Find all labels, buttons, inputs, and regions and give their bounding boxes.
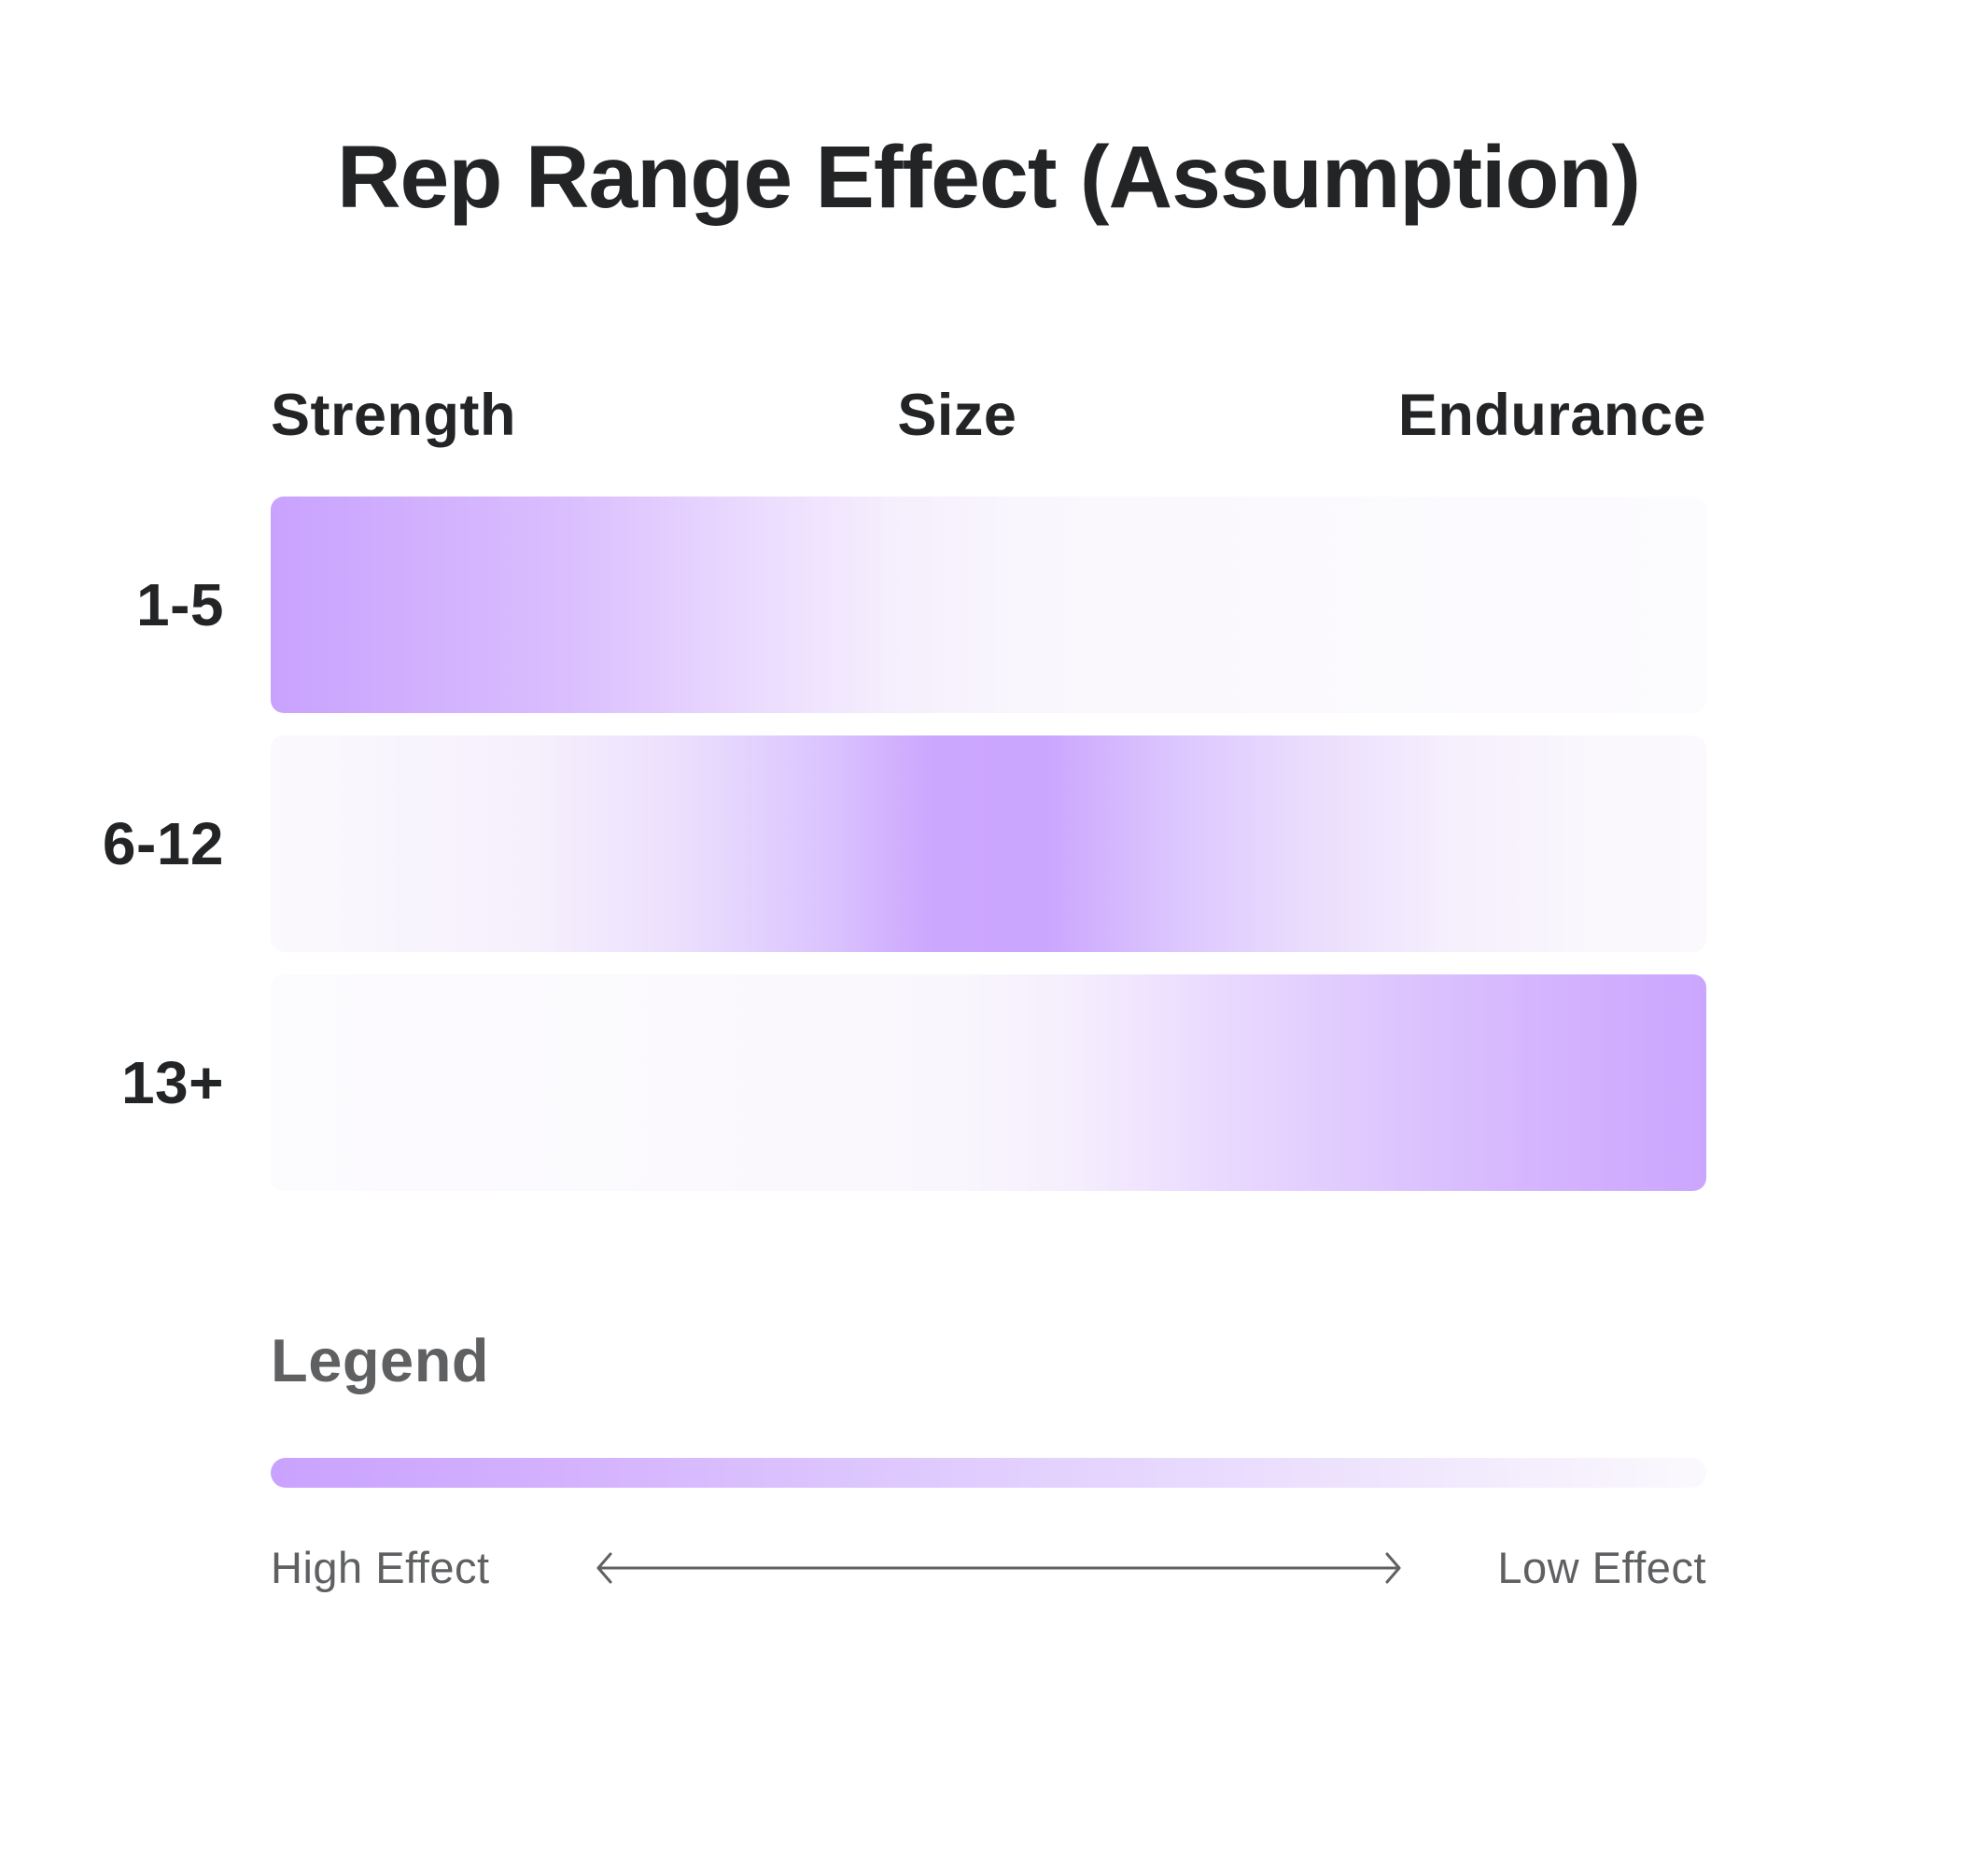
legend-gradient-bar [271, 1458, 1706, 1488]
legend-high-label: High Effect [271, 1543, 490, 1592]
row-label: 1-5 [136, 571, 224, 638]
column-header-size: Size [897, 383, 1017, 448]
heatmap-row-1-5: 1-5 [0, 497, 1977, 713]
heatmap-row-6-12: 6-12 [0, 735, 1977, 952]
legend-low-label: Low Effect [1497, 1543, 1706, 1592]
chart-title: Rep Range Effect (Assumption) [336, 128, 1641, 227]
legend-title: Legend [271, 1326, 490, 1394]
heatmap-bar-endurance-peak [271, 974, 1706, 1191]
heatmap-bar-strength-peak [271, 497, 1706, 713]
column-header-strength: Strength [271, 383, 516, 448]
column-header-endurance: Endurance [1397, 383, 1706, 448]
double-arrow-icon [596, 1552, 1401, 1584]
row-label: 6-12 [102, 810, 224, 877]
legend-labels: High Effect Low Effect [271, 1538, 1706, 1598]
heatmap-bar-size-peak [271, 735, 1706, 952]
row-label: 13+ [120, 1049, 224, 1116]
column-headers: Strength Size Endurance [271, 378, 1706, 453]
heatmap-row-13-plus: 13+ [0, 974, 1977, 1191]
